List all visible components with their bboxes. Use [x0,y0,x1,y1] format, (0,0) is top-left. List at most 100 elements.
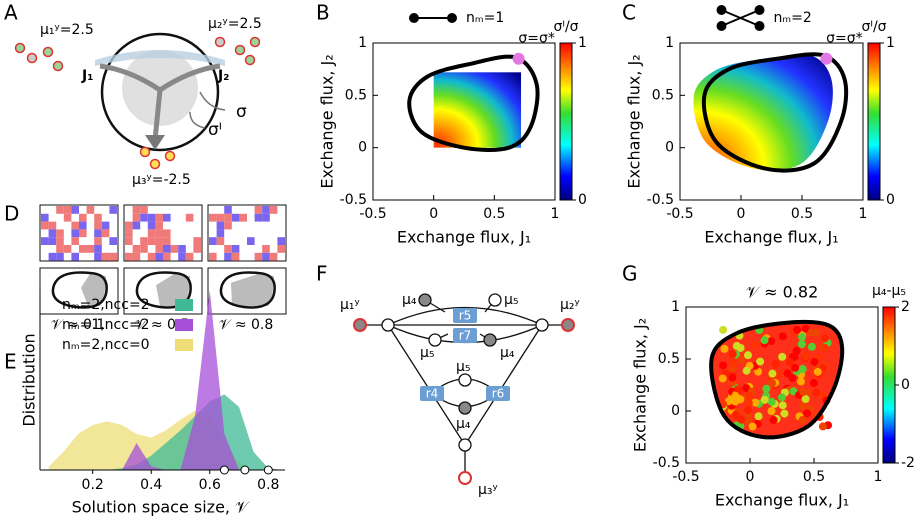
sigma-label: σᴵ [208,120,222,140]
grid-cell [148,229,156,237]
sigma-label: σ [236,102,247,122]
colorbar [868,43,880,200]
mu-label: μ₃ʸ=-2.5 [132,172,191,188]
grid-cell [71,253,79,261]
colorbar-tick-label: 0 [901,377,910,393]
colorbar [883,307,895,463]
x-tick-label: 0.5 [803,469,825,485]
grid-cell [155,222,163,230]
panel-label: C [622,1,636,25]
grid-cell [140,206,148,214]
grid-cell [140,214,148,222]
grid-cell [178,245,186,253]
grid-cell [87,245,95,253]
colorbar [560,43,572,200]
sample-dot [737,356,745,364]
grid-cell [155,214,163,222]
y-tick-label: 0.5 [652,87,674,103]
x-tick-label: 1 [859,206,868,222]
grid-cell [262,214,270,222]
marker [820,53,832,65]
grid-cell [102,253,110,261]
chart-title: 𝒱 ≈ 0.82 [746,283,819,302]
x-tick-label: 0 [429,206,438,222]
grid-cell [94,222,102,230]
sample-dot [743,367,751,375]
grid-cell [56,229,64,237]
colorbar-title: σᴵ/σ [861,19,886,35]
grid-cell [87,206,95,214]
grid-cell [79,222,87,230]
sample-dot [729,350,737,358]
grid-cell [262,253,270,261]
grid-cell [155,245,163,253]
grid-cell [262,206,270,214]
grid-cell [193,245,201,253]
sample-dot [778,353,786,361]
grid-cell [71,206,79,214]
node-label: μ₅ [456,359,471,375]
colorbar-tick-label: 0 [578,192,587,208]
grid-cell [217,214,225,222]
grid-cell [232,214,240,222]
x-tick-label: 0.2 [82,477,104,493]
panel-label: E [4,350,17,374]
legend-swatch [175,299,193,311]
x-axis-label: Exchange flux, J₁ [704,228,838,247]
grid-cell [140,245,148,253]
colorbar-tick-label: 1 [886,35,895,51]
x-axis-label: Solution space size, 𝒱 [72,498,251,517]
grid-cell [224,206,232,214]
reference-point [241,466,249,474]
grid-cell [133,222,141,230]
grid-cell [255,206,263,214]
grid-cell [247,237,255,245]
legend-node [755,21,765,31]
legend-node [409,13,419,23]
panel-label: F [316,262,328,286]
grid-cell [163,214,171,222]
y-axis-label: Exchange flux, J₂ [631,318,650,452]
y-tick-label: 0 [665,140,674,156]
grid-cell [255,253,263,261]
sample-dot [749,423,757,431]
sample-dot [799,388,807,396]
grid-cell [148,253,156,261]
sample-dot [797,378,805,386]
legend-label: nₘ=1 [466,10,504,26]
x-tick-label: -0.5 [359,206,386,222]
grid-cell [41,214,49,222]
sample-dot [768,370,776,378]
grid-cell [155,237,163,245]
y-axis-label: Exchange flux, J₂ [625,54,644,188]
grid-cell [56,237,64,245]
x-tick-label: 0.5 [483,206,505,222]
x-tick-label: 0.5 [791,206,813,222]
panel-label: G [622,262,638,286]
grid-cell [133,214,141,222]
legend-node [447,13,457,23]
reference-point [264,466,272,474]
grid-cell [186,214,194,222]
grid-cell [209,214,217,222]
grid-cell [56,253,64,261]
y-tick-label: 0 [671,403,680,419]
grid-cell [232,245,240,253]
grid-cell [217,222,225,230]
mu-label: μ₂ʸ=2.5 [208,16,262,32]
sample-dot [732,411,740,419]
sample-dot [719,326,727,334]
grid-cell [262,245,270,253]
y-tick-label: -0.5 [653,455,680,471]
x-axis-label: Exchange flux, J₁ [715,491,849,510]
marker-label: σ=σ* [518,31,554,47]
sample-dot [793,326,801,334]
colorbar-tick-label: 2 [901,299,910,315]
grid-cell [49,222,57,230]
x-tick-label: 0 [746,469,755,485]
panel-f: μ₁ʸ μ₂ʸ μ₃ʸ μ₄ μ₅ μ₅ μ₄ μ₅ μ₄ r5 r7 r4 r… [340,292,580,498]
sample-dot [798,340,806,348]
grid-cell [163,229,171,237]
sample-dot [733,342,741,350]
grid-cell [163,237,171,245]
